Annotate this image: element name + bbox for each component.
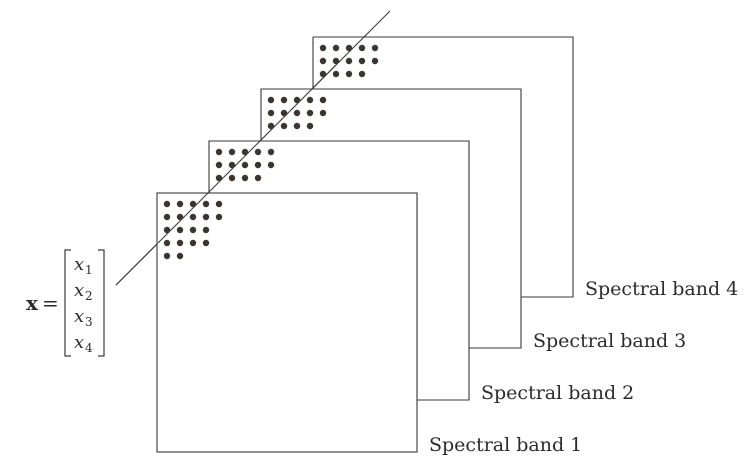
pixel-dot [267, 122, 275, 130]
pixel-dot [202, 239, 210, 247]
pixel-dot [254, 174, 262, 182]
pixel-dot [241, 161, 249, 169]
band-3-pixel-grid [267, 96, 327, 130]
pixel-dot [306, 109, 314, 117]
pixel-dot [163, 252, 171, 260]
left-bracket [64, 249, 71, 357]
pixel-dot [319, 57, 327, 65]
pixel-dot [319, 44, 327, 52]
pixel-dot [345, 70, 353, 78]
pixel-dot [267, 96, 275, 104]
equals-sign: = [42, 291, 59, 315]
pixel-line-seg-0 [115, 243, 158, 286]
pixel-line-seg-2 [209, 138, 263, 192]
pixel-dot [293, 122, 301, 130]
pixel-dot [215, 174, 223, 182]
pixel-dot [345, 44, 353, 52]
pixel-dot [189, 200, 197, 208]
svg-text:x: x [74, 332, 84, 353]
pixel-dot [345, 57, 353, 65]
pixel-dot [163, 213, 171, 221]
pixel-dot [332, 57, 340, 65]
pixel-dot [319, 109, 327, 117]
pixel-dot [332, 70, 340, 78]
band-2-label: Spectral band 2 [481, 382, 634, 404]
band-2-pixel-grid [215, 148, 275, 182]
pixel-line-seg-4 [313, 34, 367, 88]
band-1-pixel-grid [163, 200, 223, 260]
pixel-dot [293, 109, 301, 117]
pixel-dot [319, 96, 327, 104]
pixel-dot [176, 252, 184, 260]
pixel-dot [163, 200, 171, 208]
band-3-label: Spectral band 3 [533, 330, 686, 352]
pixel-dot [371, 44, 379, 52]
svg-text:x: x [74, 254, 84, 275]
pixel-dot [254, 161, 262, 169]
pixel-dot [228, 161, 236, 169]
svg-text:2: 2 [85, 289, 93, 303]
pixel-dot [293, 96, 301, 104]
svg-text:1: 1 [85, 263, 93, 277]
pixel-vector-equation: x = x 1 x 2 x 3 x 4 [26, 249, 105, 357]
pixel-dot [228, 174, 236, 182]
pixel-line-seg-3 [261, 86, 315, 140]
band-1-label: Spectral band 1 [429, 434, 582, 456]
pixel-dot [306, 96, 314, 104]
right-bracket [98, 249, 105, 357]
pixel-dot [163, 239, 171, 247]
band-1: Spectral band 1 [156, 192, 582, 456]
pixel-dot [280, 122, 288, 130]
vector-component-2: x 2 [74, 280, 93, 303]
pixel-dot [280, 96, 288, 104]
vector-symbol: x [26, 291, 39, 315]
pixel-dot [215, 200, 223, 208]
pixel-dot [306, 122, 314, 130]
svg-text:3: 3 [85, 315, 93, 329]
pixel-dot [254, 148, 262, 156]
pixel-dot [176, 226, 184, 234]
pixel-dot [280, 109, 288, 117]
pixel-dot [267, 161, 275, 169]
vector-component-3: x 3 [74, 306, 93, 329]
pixel-dot [176, 239, 184, 247]
pixel-dot [189, 239, 197, 247]
svg-text:x: x [74, 280, 84, 301]
vector-component-1: x 1 [74, 254, 93, 277]
pixel-dot [176, 200, 184, 208]
pixel-dot [215, 148, 223, 156]
pixel-dot [358, 57, 366, 65]
pixel-dot [319, 70, 327, 78]
pixel-dot [371, 57, 379, 65]
pixel-dot [358, 44, 366, 52]
pixel-dot [215, 213, 223, 221]
pixel-dot [267, 148, 275, 156]
pixel-dot [241, 174, 249, 182]
pixel-dot [332, 44, 340, 52]
vector-component-4: x 4 [74, 332, 93, 355]
band-4-label: Spectral band 4 [585, 278, 738, 300]
band-1-frame [156, 192, 418, 453]
band-4-pixel-grid [319, 44, 379, 78]
pixel-dot [202, 226, 210, 234]
pixel-line-seg-1 [157, 190, 211, 244]
pixel-dot [215, 161, 223, 169]
pixel-dot [228, 148, 236, 156]
pixel-dot [202, 213, 210, 221]
svg-text:4: 4 [85, 341, 93, 355]
pixel-dot [267, 109, 275, 117]
pixel-dot [189, 226, 197, 234]
pixel-dot [202, 200, 210, 208]
pixel-dot [358, 70, 366, 78]
pixel-dot [189, 213, 197, 221]
svg-text:x: x [74, 306, 84, 327]
pixel-dot [241, 148, 249, 156]
pixel-dot [163, 226, 171, 234]
pixel-dot [176, 213, 184, 221]
